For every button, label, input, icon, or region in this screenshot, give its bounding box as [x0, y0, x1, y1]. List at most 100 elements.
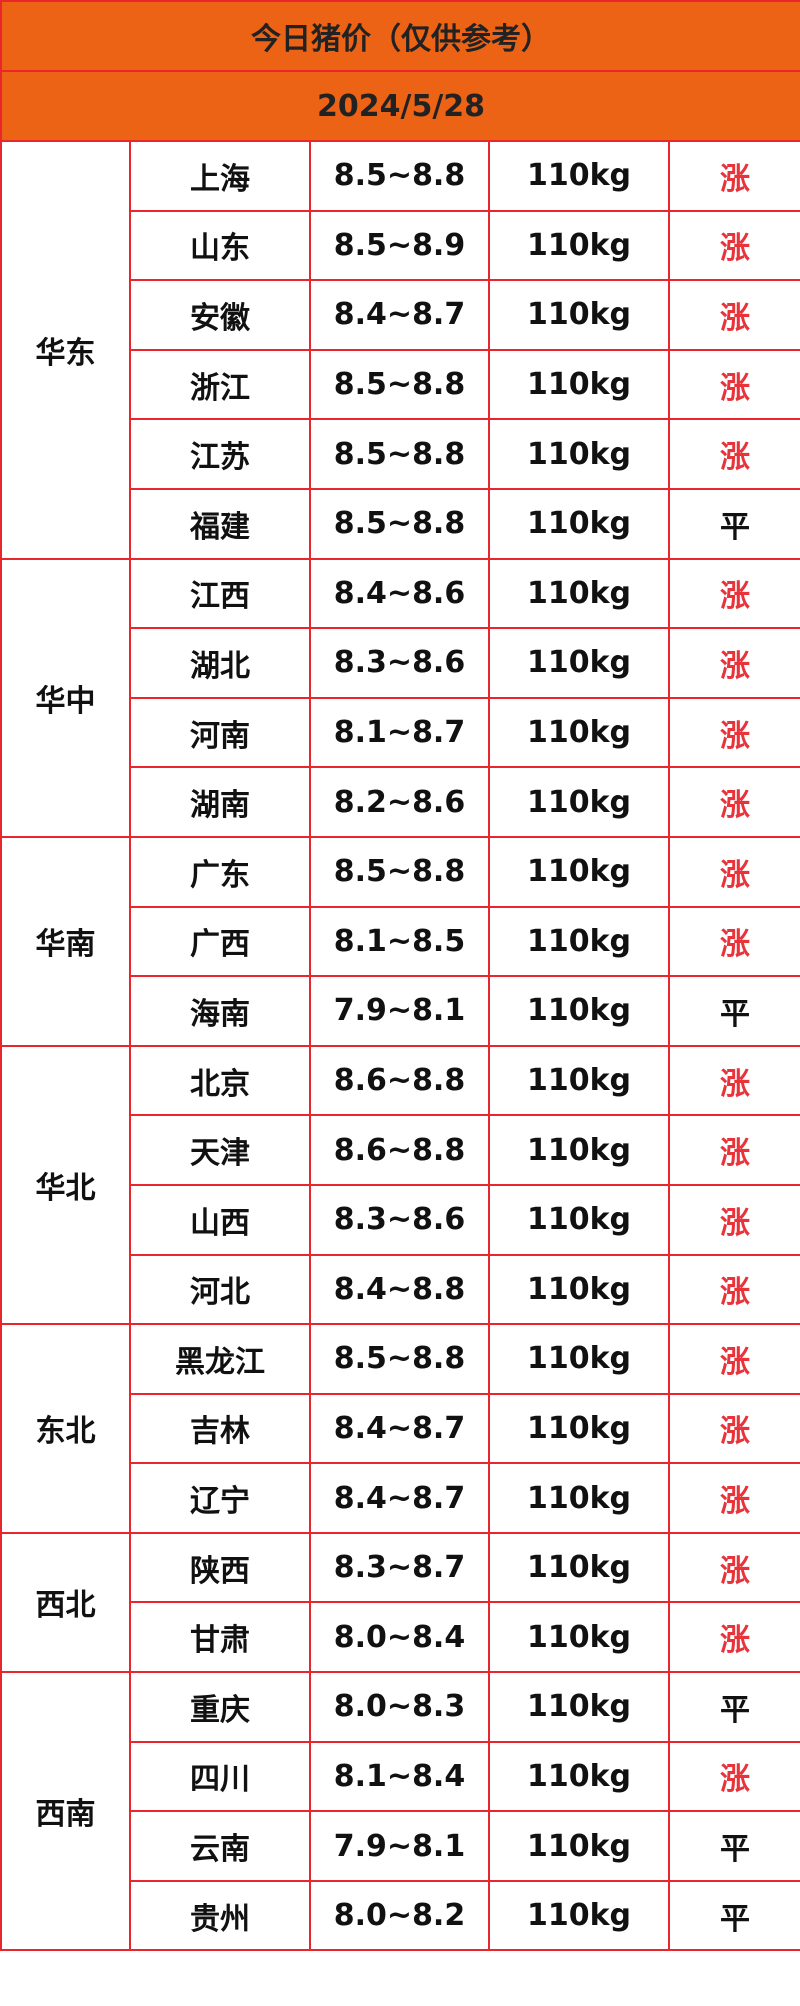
weight: 110kg	[488, 1323, 670, 1395]
province: 湖南	[129, 766, 311, 838]
table-row: 吉林 8.4~8.7 110kg 涨	[1, 1392, 800, 1465]
weight: 110kg	[488, 418, 670, 490]
trend: 涨	[667, 766, 800, 838]
region: 西北	[0, 1531, 131, 1674]
trend: 涨	[667, 1183, 800, 1256]
price: 8.6~8.8	[309, 1114, 490, 1186]
province: 黑龙江	[129, 1323, 311, 1395]
date-row: 2024/5/28	[0, 70, 800, 142]
weight: 110kg	[488, 1601, 670, 1674]
trend: 涨	[667, 627, 800, 699]
weight: 110kg	[488, 140, 670, 212]
table-row: 江苏 8.5~8.8 110kg 涨	[1, 418, 800, 490]
weight: 110kg	[488, 1183, 670, 1256]
weight: 110kg	[488, 1810, 670, 1882]
table-row: 云南 7.9~8.1 110kg 平	[1, 1810, 800, 1882]
province: 福建	[129, 487, 311, 560]
province: 安徽	[129, 279, 311, 351]
province: 山东	[129, 209, 311, 282]
price: 7.9~8.1	[309, 1810, 490, 1882]
weight: 110kg	[488, 905, 670, 978]
province: 河南	[129, 696, 311, 769]
trend: 涨	[667, 1531, 800, 1604]
table-row: 西南 重庆 8.0~8.3 110kg 平	[0, 1671, 800, 1952]
weight: 110kg	[488, 348, 670, 421]
price: 8.4~8.7	[309, 1392, 490, 1465]
province: 陕西	[129, 1531, 311, 1604]
trend: 平	[667, 1671, 800, 1743]
province: 云南	[129, 1810, 311, 1882]
trend: 涨	[667, 1323, 800, 1395]
table-row: 安徽 8.4~8.7 110kg 涨	[1, 279, 800, 351]
weight: 110kg	[488, 1531, 670, 1604]
weight: 110kg	[488, 1740, 670, 1813]
weight: 110kg	[488, 766, 670, 838]
price: 8.5~8.8	[309, 418, 490, 490]
title-row: 今日猪价（仅供参考）	[0, 0, 800, 72]
weight: 110kg	[488, 835, 670, 908]
trend: 涨	[667, 1740, 800, 1813]
province: 湖北	[129, 627, 311, 699]
trend: 涨	[667, 557, 800, 630]
province: 北京	[129, 1044, 311, 1117]
table-row: 东北 黑龙江 8.5~8.8 110kg 涨	[0, 1323, 800, 1534]
price-table: 今日猪价（仅供参考） 2024/5/28 华东 上海 8.5~8.8 110kg 涨山东…	[0, 0, 800, 1952]
region: 东北	[0, 1323, 131, 1534]
price: 8.3~8.7	[309, 1531, 490, 1604]
region: 西南	[0, 1671, 131, 1952]
trend: 涨	[667, 835, 800, 908]
price: 8.1~8.5	[309, 905, 490, 978]
province: 山西	[129, 1183, 311, 1256]
table-row: 西北 陕西 8.3~8.7 110kg 涨	[0, 1531, 800, 1674]
weight: 110kg	[488, 557, 670, 630]
province: 贵州	[129, 1879, 311, 1952]
weight: 110kg	[488, 1392, 670, 1465]
table-row: 湖北 8.3~8.6 110kg 涨	[1, 627, 800, 699]
trend: 涨	[667, 1601, 800, 1674]
table-row: 海南 7.9~8.1 110kg 平	[1, 975, 800, 1047]
trend: 平	[667, 975, 800, 1047]
trend: 涨	[667, 1253, 800, 1326]
weight: 110kg	[488, 627, 670, 699]
table-row: 山西 8.3~8.6 110kg 涨	[1, 1183, 800, 1256]
table-row: 贵州 8.0~8.2 110kg 平	[1, 1879, 800, 1952]
province: 河北	[129, 1253, 311, 1326]
table-row: 湖南 8.2~8.6 110kg 涨	[1, 766, 800, 838]
province: 重庆	[129, 1671, 311, 1743]
price: 8.3~8.6	[309, 627, 490, 699]
table-row: 华北 北京 8.6~8.8 110kg 涨	[0, 1044, 800, 1326]
table-row: 广西 8.1~8.5 110kg 涨	[1, 905, 800, 978]
price: 8.3~8.6	[309, 1183, 490, 1256]
price: 8.0~8.3	[309, 1671, 490, 1743]
price: 8.0~8.4	[309, 1601, 490, 1674]
weight: 110kg	[488, 1879, 670, 1952]
price: 8.5~8.8	[309, 835, 490, 908]
province: 甘肃	[129, 1601, 311, 1674]
trend: 涨	[667, 209, 800, 282]
price: 8.4~8.6	[309, 557, 490, 630]
weight: 110kg	[488, 1462, 670, 1534]
weight: 110kg	[488, 487, 670, 560]
province: 上海	[129, 140, 311, 212]
province: 广西	[129, 905, 311, 978]
province: 四川	[129, 1740, 311, 1813]
region: 华北	[0, 1044, 131, 1326]
trend: 平	[667, 1810, 800, 1882]
price: 8.4~8.7	[309, 1462, 490, 1534]
province: 辽宁	[129, 1462, 311, 1534]
trend: 涨	[667, 279, 800, 351]
province: 广东	[129, 835, 311, 908]
weight: 110kg	[488, 279, 670, 351]
table-row: 华东 上海 8.5~8.8 110kg 涨	[0, 140, 800, 560]
province: 海南	[129, 975, 311, 1047]
weight: 110kg	[488, 1044, 670, 1117]
table-row: 浙江 8.5~8.8 110kg 涨	[1, 348, 800, 421]
weight: 110kg	[488, 1114, 670, 1186]
region: 华南	[0, 835, 131, 1047]
table-row: 华中 江西 8.4~8.6 110kg 涨	[0, 557, 800, 838]
trend: 涨	[667, 348, 800, 421]
province: 浙江	[129, 348, 311, 421]
region: 华东	[0, 140, 131, 560]
price: 8.5~8.8	[309, 1323, 490, 1395]
